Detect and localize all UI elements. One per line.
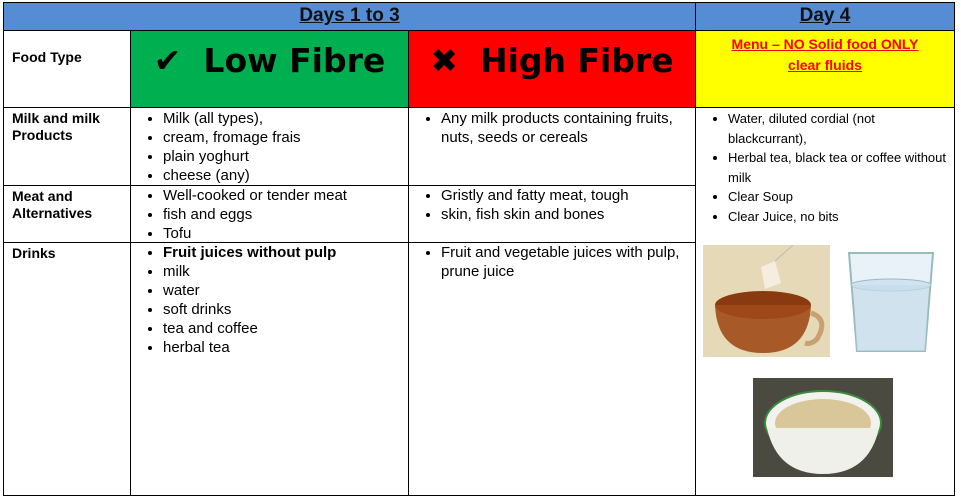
high-milk-cell: Any milk products containing fruits, nut… bbox=[408, 107, 696, 186]
list-item: cream, fromage frais bbox=[163, 128, 408, 147]
low-drinks-cell: Fruit juices without pulpmilkwatersoft d… bbox=[130, 242, 409, 496]
list-item: Any milk products containing fruits, nut… bbox=[441, 109, 695, 147]
meat-label: Meat and Alternatives bbox=[12, 188, 93, 221]
list-item: Fruit juices without pulp bbox=[163, 243, 408, 262]
low-meat-cell: Well-cooked or tender meatfish and eggsT… bbox=[130, 185, 409, 243]
list-item: Herbal tea, black tea or coffee without … bbox=[728, 148, 954, 187]
high-drinks-cell: Fruit and vegetable juices with pulp, pr… bbox=[408, 242, 696, 496]
low-fibre-header: ✔ Low Fibre bbox=[130, 30, 409, 108]
row-label-drinks: Drinks bbox=[3, 242, 131, 496]
low-milk-cell: Milk (all types),cream, fromage fraispla… bbox=[130, 107, 409, 186]
list-item: Gristly and fatty meat, tough bbox=[441, 186, 695, 205]
high-meat-cell: Gristly and fatty meat, toughskin, fish … bbox=[408, 185, 696, 243]
milk-label: Milk and milk Products bbox=[12, 110, 100, 143]
list-item: tea and coffee bbox=[163, 319, 408, 338]
list-item: Milk (all types), bbox=[163, 109, 408, 128]
list-item: water bbox=[163, 281, 408, 300]
high-fibre-title: High Fibre bbox=[479, 40, 674, 80]
food-type-label: Food Type bbox=[3, 30, 131, 108]
water-glass-image bbox=[835, 245, 947, 357]
list-item: cheese (any) bbox=[163, 166, 408, 185]
list-item: herbal tea bbox=[163, 338, 408, 357]
header-day-4-text: Day 4 bbox=[799, 5, 851, 26]
list-item: Tofu bbox=[163, 224, 408, 243]
list-item: milk bbox=[163, 262, 408, 281]
drinks-label: Drinks bbox=[12, 245, 56, 261]
list-item: soft drinks bbox=[163, 300, 408, 319]
food-type-text: Food Type bbox=[12, 49, 82, 65]
day4-menu-text: Menu – NO Solid food ONLY clear fluids bbox=[731, 36, 919, 73]
list-item: Clear Juice, no bits bbox=[728, 207, 954, 227]
day4-menu-header: Menu – NO Solid food ONLY clear fluids bbox=[695, 30, 955, 108]
day4-content-cell: Water, diluted cordial (not blackcurrant… bbox=[695, 107, 955, 496]
check-icon: ✔ bbox=[153, 40, 182, 80]
tea-cup-image bbox=[703, 245, 830, 357]
list-item: Fruit and vegetable juices with pulp, pr… bbox=[441, 243, 695, 281]
list-item: plain yoghurt bbox=[163, 147, 408, 166]
low-fibre-title: Low Fibre bbox=[203, 40, 386, 80]
high-fibre-header: ✖ High Fibre bbox=[408, 30, 696, 108]
list-item: Clear Soup bbox=[728, 187, 954, 207]
cross-icon: ✖ bbox=[430, 40, 458, 80]
header-day-4: Day 4 bbox=[695, 2, 955, 31]
header-days-1-3: Days 1 to 3 bbox=[3, 2, 696, 31]
row-label-milk: Milk and milk Products bbox=[3, 107, 131, 186]
list-item: skin, fish skin and bones bbox=[441, 205, 695, 224]
header-days-1-3-text: Days 1 to 3 bbox=[299, 5, 400, 26]
list-item: Well-cooked or tender meat bbox=[163, 186, 408, 205]
row-label-meat: Meat and Alternatives bbox=[3, 185, 131, 243]
list-item: Water, diluted cordial (not blackcurrant… bbox=[728, 109, 954, 148]
soup-bowl-image bbox=[753, 378, 893, 477]
list-item: fish and eggs bbox=[163, 205, 408, 224]
